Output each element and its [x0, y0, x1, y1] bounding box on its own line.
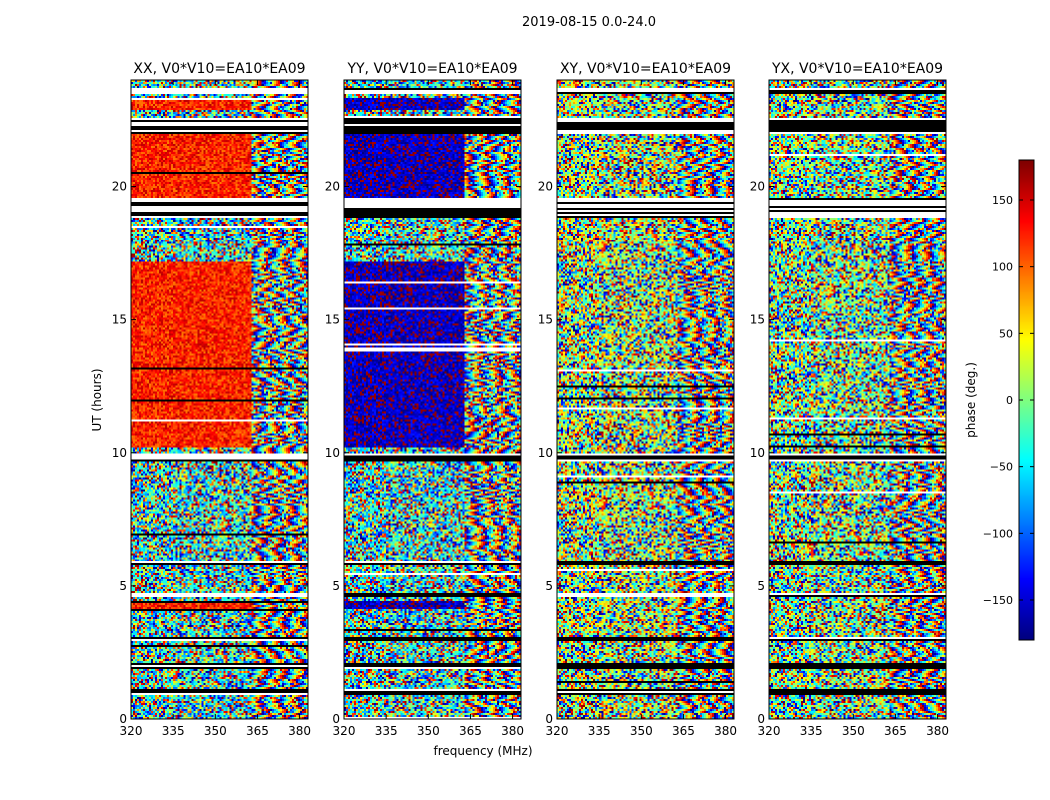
y-axis-label: UT (hours) — [90, 368, 104, 431]
x-tick-label: 335 — [800, 724, 823, 738]
colorbar-gradient — [1019, 160, 1034, 640]
x-tick-label: 365 — [459, 724, 482, 738]
x-tick-label: 320 — [546, 724, 569, 738]
panel-frame — [768, 79, 947, 720]
x-axis-label: frequency (MHz) — [433, 744, 532, 758]
panel-frame — [343, 79, 522, 720]
y-tick-label: 5 — [119, 579, 127, 593]
panel-title: YX, V0*V10=EA10*EA09 — [771, 61, 943, 77]
x-tick-label: 320 — [333, 724, 356, 738]
y-tick-label: 15 — [750, 313, 765, 327]
panel-frame — [130, 79, 309, 720]
x-tick-label: 380 — [926, 724, 949, 738]
colorbar-tick-label: −50 — [990, 461, 1013, 474]
panel-title: XY, V0*V10=EA10*EA09 — [560, 61, 731, 77]
colorbar-tick-label: −100 — [983, 527, 1013, 540]
x-tick-label: 335 — [375, 724, 398, 738]
y-tick-label: 0 — [757, 712, 765, 726]
y-tick-label: 5 — [332, 579, 340, 593]
x-tick-label: 365 — [246, 724, 269, 738]
x-tick-label: 350 — [204, 724, 227, 738]
x-tick-label: 380 — [288, 724, 311, 738]
x-tick-label: 380 — [501, 724, 524, 738]
colorbar-label: phase (deg.) — [964, 362, 978, 438]
figure-suptitle: 2019-08-15 0.0-24.0 — [522, 15, 656, 30]
panel-title: XX, V0*V10=EA10*EA09 — [133, 61, 305, 77]
y-tick-label: 20 — [538, 180, 553, 194]
panel-yy: YY, V0*V10=EA10*EA09 320 335 350 365 380 0 5 10 1… — [325, 61, 524, 738]
y-tick-label: 0 — [332, 712, 340, 726]
x-tick-label: 350 — [630, 724, 653, 738]
y-tick-label: 15 — [538, 313, 553, 327]
y-tick-label: 0 — [545, 712, 553, 726]
x-tick-label: 320 — [120, 724, 143, 738]
phase-heatmap — [131, 80, 308, 719]
panel-title: YY, V0*V10=EA10*EA09 — [346, 61, 517, 77]
y-tick-label: 10 — [538, 446, 553, 460]
colorbar-tick-label: 100 — [992, 261, 1013, 274]
y-tick-label: 15 — [325, 313, 340, 327]
colorbar: 150 100 50 0 −50 −100 −150 — [983, 159, 1035, 641]
x-tick-label: 350 — [417, 724, 440, 738]
y-tick-label: 5 — [545, 579, 553, 593]
x-tick-label: 335 — [162, 724, 185, 738]
x-tick-label: 365 — [672, 724, 695, 738]
colorbar-tick-label: 50 — [999, 327, 1013, 340]
x-tick-label: 335 — [588, 724, 611, 738]
colorbar-tick-label: −150 — [983, 594, 1013, 607]
y-tick-label: 10 — [112, 446, 127, 460]
panel-yx: YX, V0*V10=EA10*EA09 320 335 350 365 380 0 5 10 1… — [750, 61, 949, 738]
y-tick-label: 20 — [325, 180, 340, 194]
x-tick-label: 365 — [884, 724, 907, 738]
x-tick-label: 380 — [714, 724, 737, 738]
panel-xx: XX, V0*V10=EA10*EA09 320 335 350 365 380 0 5 10 1… — [112, 61, 311, 738]
x-tick-label: 320 — [758, 724, 781, 738]
colorbar-tick-label: 0 — [1006, 394, 1013, 407]
colorbar-tick-label: 150 — [992, 194, 1013, 207]
y-tick-label: 0 — [119, 712, 127, 726]
y-tick-label: 5 — [757, 579, 765, 593]
panel-xy: XY, V0*V10=EA10*EA09 320 335 350 365 380 0 5 10 1… — [538, 61, 737, 738]
y-tick-label: 10 — [750, 446, 765, 460]
y-tick-label: 15 — [112, 313, 127, 327]
panel-frame — [556, 79, 735, 720]
x-tick-label: 350 — [842, 724, 865, 738]
y-tick-label: 20 — [750, 180, 765, 194]
panels-group: XX, V0*V10=EA10*EA09 320 335 350 365 380 0 5 10 1… — [112, 61, 949, 738]
phase-heatmap — [344, 80, 521, 719]
y-tick-label: 20 — [112, 180, 127, 194]
phase-heatmap — [557, 80, 734, 719]
phase-heatmap — [769, 80, 946, 719]
y-tick-label: 10 — [325, 446, 340, 460]
